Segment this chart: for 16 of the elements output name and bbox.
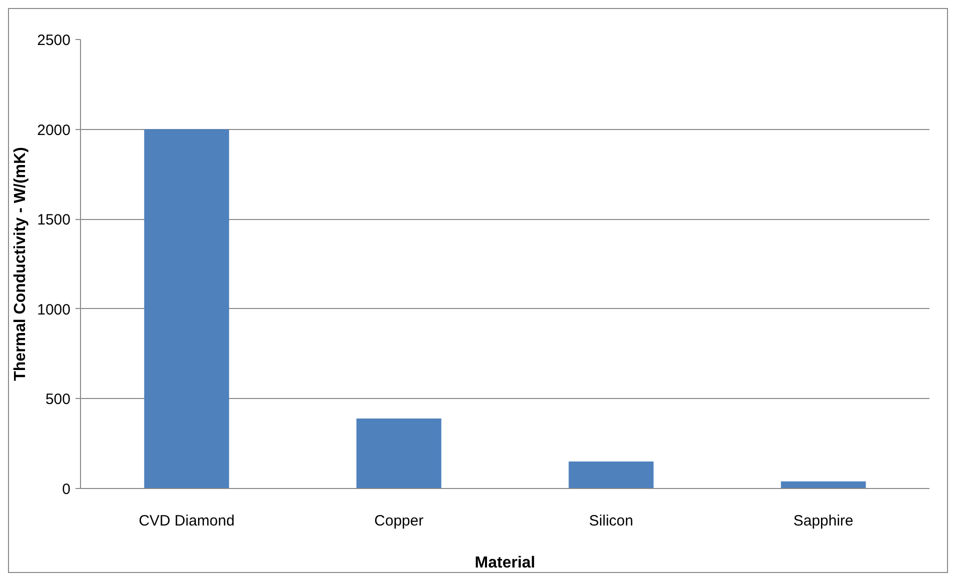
- bar: [780, 481, 866, 488]
- x-axis-title: Material: [474, 554, 536, 572]
- x-tick-label: Copper: [374, 512, 424, 530]
- x-tick-label: Silicon: [589, 512, 634, 530]
- y-tick-label: 1500: [37, 212, 71, 229]
- bar: [356, 418, 442, 488]
- x-tick-label: CVD Diamond: [138, 512, 235, 530]
- bar: [568, 462, 654, 488]
- y-tick-label: 500: [45, 391, 71, 408]
- y-axis-title: Thermal Conductivity - W/(mK): [12, 147, 30, 381]
- y-tick-label: 2000: [37, 122, 71, 139]
- y-tick-label: 2500: [37, 32, 71, 49]
- y-tick-label: 0: [62, 481, 70, 498]
- x-tick-label: Sapphire: [793, 512, 854, 530]
- y-tick-label: 1000: [37, 301, 71, 318]
- bar: [144, 129, 230, 488]
